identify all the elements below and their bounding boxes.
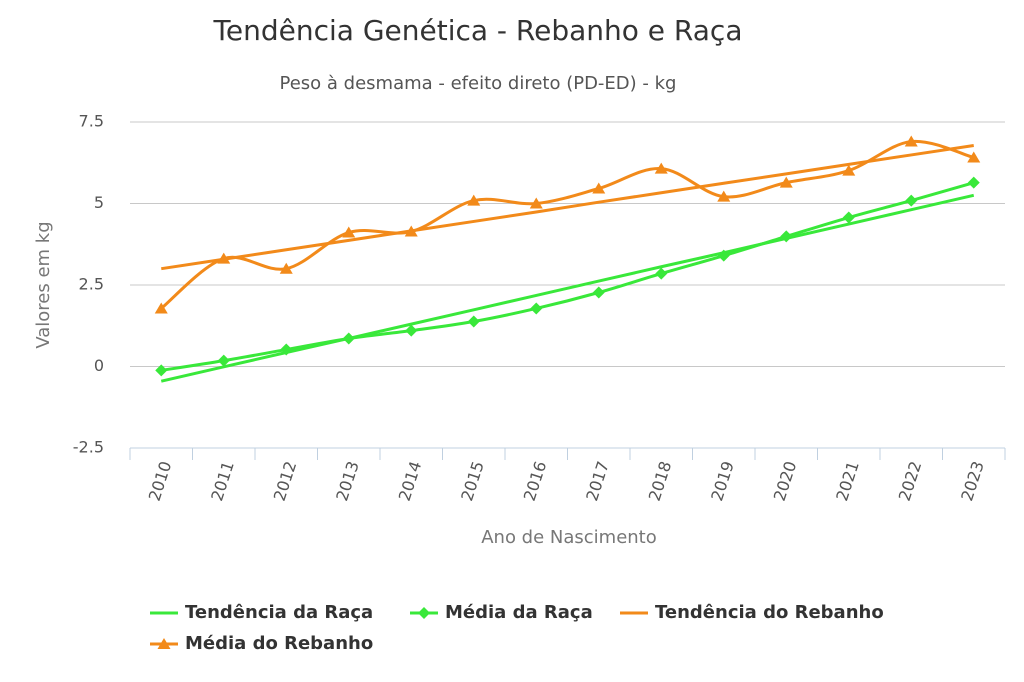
marker — [842, 211, 855, 224]
marker — [279, 262, 293, 274]
marker — [592, 286, 605, 299]
x-tick-label: 2021 — [832, 459, 863, 504]
marker — [654, 162, 668, 174]
x-tick-label: 2018 — [645, 459, 676, 504]
marker — [342, 226, 356, 238]
x-tick-label: 2014 — [395, 459, 426, 504]
marker — [529, 197, 543, 209]
chart-title: Tendência Genética - Rebanho e Raça — [213, 14, 743, 47]
marker — [467, 315, 480, 328]
chart-subtitle: Peso à desmama - efeito direto (PD-ED) -… — [280, 73, 677, 94]
x-tick-label: 2010 — [145, 459, 176, 504]
marker — [780, 230, 793, 243]
marker — [592, 182, 606, 194]
marker — [779, 176, 793, 188]
x-tick-label: 2015 — [457, 459, 488, 504]
marker — [154, 302, 168, 314]
y-tick-label: 7.5 — [79, 112, 104, 131]
x-tick-label: 2020 — [770, 459, 801, 504]
y-tick-label: -2.5 — [73, 438, 104, 457]
marker — [467, 194, 481, 206]
marker — [530, 302, 543, 315]
x-tick-label: 2023 — [957, 459, 988, 504]
marker — [717, 249, 730, 262]
x-axis-label: Ano de Nascimento — [481, 527, 657, 548]
series-line — [160, 193, 975, 383]
marker — [157, 638, 171, 649]
marker — [342, 332, 355, 345]
marker — [842, 164, 856, 176]
legend-label: Tendência da Raça — [185, 602, 373, 623]
series-line — [161, 143, 974, 271]
marker — [280, 343, 293, 356]
x-tick-label: 2016 — [520, 459, 551, 504]
marker — [405, 324, 418, 337]
x-tick-label: 2017 — [582, 459, 613, 504]
x-tick-label: 2013 — [332, 459, 363, 504]
legend-label: Média do Rebanho — [185, 633, 373, 654]
x-tick-label: 2022 — [895, 459, 926, 504]
x-tick-label: 2012 — [270, 459, 301, 504]
y-tick-label: 5 — [94, 193, 104, 212]
y-axis-label: Valores em kg — [33, 221, 54, 348]
marker — [155, 364, 168, 377]
series-line — [160, 139, 975, 310]
y-tick-label: 0 — [94, 356, 104, 375]
marker — [217, 252, 231, 264]
legend-label: Média da Raça — [445, 602, 593, 623]
x-tick-label: 2019 — [707, 459, 738, 504]
marker — [655, 267, 668, 280]
marker — [217, 354, 230, 367]
marker — [905, 194, 918, 207]
legend-label: Tendência do Rebanho — [655, 602, 884, 623]
y-tick-label: 2.5 — [79, 275, 104, 294]
series-line — [161, 181, 975, 372]
marker — [967, 151, 981, 163]
marker — [967, 176, 980, 189]
marker — [717, 190, 731, 202]
x-tick-label: 2011 — [207, 459, 238, 504]
marker — [418, 607, 430, 619]
marker — [904, 135, 918, 147]
marker — [404, 225, 418, 237]
